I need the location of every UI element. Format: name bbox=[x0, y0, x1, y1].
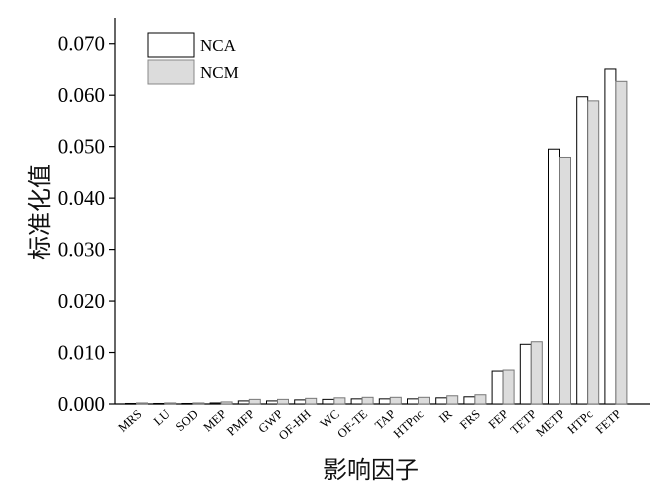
bar-ncm-htpnc bbox=[418, 396, 430, 405]
bar-nca-frs bbox=[463, 396, 476, 405]
bar-ncm-tetp bbox=[530, 341, 543, 405]
bar-nca-of-hh bbox=[294, 399, 307, 405]
y-tick-label: 0.030 bbox=[58, 238, 105, 262]
bar-ncm-wc bbox=[333, 397, 346, 405]
bar-ncm-metp bbox=[559, 156, 571, 405]
y-tick-label: 0.060 bbox=[58, 83, 105, 107]
x-axis-title: 影响因子 bbox=[323, 456, 419, 484]
legend-swatch-nca bbox=[147, 32, 195, 58]
x-tick-label: OF-HH bbox=[276, 407, 314, 443]
bar-nca-htpnc bbox=[407, 398, 419, 405]
bar-nca-fep bbox=[491, 370, 504, 405]
bar-ncm-lu bbox=[164, 402, 177, 405]
bar-nca-tetp bbox=[519, 343, 532, 405]
y-tick-label: 0.010 bbox=[58, 341, 105, 365]
bar-nca-gwp bbox=[266, 400, 278, 405]
bar-ncm-mrs bbox=[136, 402, 148, 405]
y-tick-label: 0.020 bbox=[58, 289, 105, 313]
bar-nca-sod bbox=[181, 402, 194, 405]
x-tick-label: MRS bbox=[116, 407, 145, 435]
bar-ncm-gwp bbox=[277, 398, 289, 405]
legend-swatch-ncm bbox=[147, 59, 195, 85]
y-tick-label: 0.070 bbox=[58, 32, 105, 56]
bar-nca-of-te bbox=[350, 398, 363, 405]
legend-label-nca: NCA bbox=[200, 36, 237, 55]
x-tick-label: FETP bbox=[593, 407, 624, 437]
x-tick-label: HTPnc bbox=[391, 407, 427, 441]
y-tick-label: 0.050 bbox=[58, 135, 105, 159]
bar-nca-htpc bbox=[576, 96, 589, 405]
bar-ncm-fetp bbox=[615, 80, 628, 405]
bar-ncm-mep bbox=[220, 401, 233, 405]
y-axis-ticks: 0.000 0.010 0.020 0.030 0.040 0.050 0.060 0.070 bbox=[58, 32, 115, 416]
bar-ncm-sod bbox=[192, 402, 205, 405]
legend: NCA NCM bbox=[147, 32, 239, 85]
x-tick-label: IR bbox=[436, 406, 455, 425]
bar-nca-mep bbox=[209, 402, 222, 405]
x-tick-label: PMFP bbox=[224, 407, 257, 439]
bar-ncm-htpc bbox=[587, 100, 600, 405]
x-tick-label: HTPc bbox=[565, 407, 596, 437]
bar-nca-metp bbox=[548, 148, 560, 405]
y-tick-label: 0.040 bbox=[58, 186, 105, 210]
x-tick-label: FRS bbox=[457, 407, 483, 432]
x-tick-label: SOD bbox=[173, 407, 201, 434]
bar-ncm-of-te bbox=[361, 396, 374, 405]
legend-label-ncm: NCM bbox=[200, 63, 239, 82]
bar-ncm-fep bbox=[502, 369, 515, 405]
bar-nca-mrs bbox=[125, 402, 137, 405]
bar-nca-wc bbox=[322, 398, 335, 405]
x-tick-label: FEP bbox=[486, 407, 511, 432]
bar-nca-pmfp bbox=[237, 400, 250, 405]
bar-ncm-pmfp bbox=[248, 398, 261, 405]
bar-nca-lu bbox=[153, 402, 166, 405]
bars bbox=[125, 68, 628, 405]
bar-ncm-tap bbox=[389, 396, 402, 405]
x-tick-label: OF-TE bbox=[334, 407, 370, 441]
x-tick-label: TETP bbox=[508, 407, 540, 437]
bar-nca-tap bbox=[378, 398, 391, 405]
bar-nca-fetp bbox=[604, 68, 617, 405]
bar-ncm-of-hh bbox=[305, 397, 318, 405]
x-tick-label: LU bbox=[151, 407, 173, 429]
bar-nca-ir bbox=[435, 397, 448, 405]
bar-ncm-frs bbox=[474, 394, 487, 405]
y-tick-label: 0.000 bbox=[58, 392, 105, 416]
x-tick-label: METP bbox=[533, 407, 567, 440]
bar-ncm-ir bbox=[446, 395, 459, 405]
y-axis-title: 标准化值 bbox=[26, 164, 54, 260]
